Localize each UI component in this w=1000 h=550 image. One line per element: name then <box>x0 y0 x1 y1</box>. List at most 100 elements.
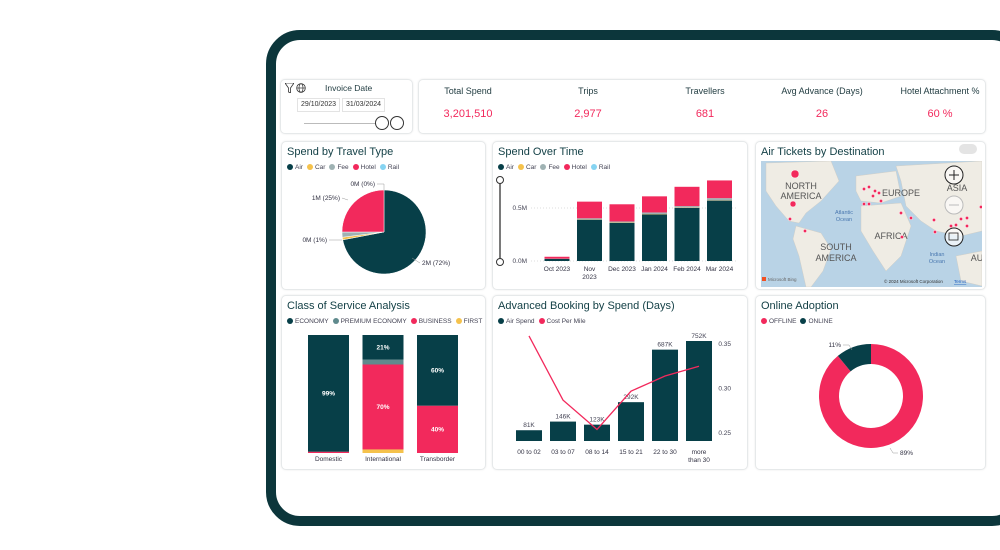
legend-item[interactable]: Cost Per Mile <box>538 318 586 325</box>
destination-marker <box>932 218 936 222</box>
bar-segment-air <box>577 219 602 261</box>
range-slider-handle <box>496 176 504 184</box>
slider-handle-start[interactable] <box>375 116 389 130</box>
online-adoption-card: Online Adoption OFFLINE ONLINE 11% 89% <box>755 295 986 470</box>
legend: OFFLINE ONLINE <box>761 318 833 325</box>
destination-marker <box>909 216 913 220</box>
destination-marker <box>788 217 792 221</box>
class-of-service-chart: 99% Domestic 21% 70% International 60% 40% Tran… <box>308 335 458 463</box>
legend-item[interactable]: ONLINE <box>800 318 833 325</box>
legend-item[interactable]: Air <box>498 164 514 171</box>
globe-icon[interactable] <box>296 83 306 93</box>
legend: Air Car Fee Hotel Rail <box>498 164 610 171</box>
legend-item[interactable]: Fee <box>540 164 560 171</box>
terms-link[interactable]: Terms <box>954 279 967 284</box>
kpi-label: Avg Advance (Days) <box>781 86 863 96</box>
slider-handle-end[interactable] <box>390 116 404 130</box>
bar-segment-fee <box>577 218 602 220</box>
x-tick-label: Feb 2024 <box>673 266 701 273</box>
legend-item[interactable]: Hotel <box>352 164 376 171</box>
legend-item[interactable]: Hotel <box>563 164 587 171</box>
card-title: Advanced Booking by Spend (Days) <box>498 300 675 312</box>
destination-marker <box>873 189 877 193</box>
x-tick-label: Domestic <box>315 456 343 463</box>
data-label: 687K <box>657 342 673 349</box>
legend-item[interactable]: FIRST <box>455 318 482 325</box>
legend-item[interactable]: Fee <box>329 164 349 171</box>
map-label: AFRICA <box>874 231 907 241</box>
kpi-value: 26 <box>815 108 829 120</box>
bar-segment-air <box>707 200 732 261</box>
destination-marker <box>959 217 963 221</box>
map-label: Indian <box>930 252 945 258</box>
data-label: 292K <box>623 394 639 401</box>
bar-segment-hotel <box>577 201 602 219</box>
legend-item[interactable]: BUSINESS <box>410 318 452 325</box>
legend-item[interactable]: Rail <box>379 164 399 171</box>
bar-segment-air <box>674 208 700 261</box>
leader-line <box>843 344 853 351</box>
legend-item[interactable]: ECONOMY <box>287 318 329 325</box>
x-tick-label: International <box>365 456 401 463</box>
data-label: 123K <box>589 417 605 424</box>
bar-segment-business <box>308 451 349 453</box>
legend-item[interactable]: Car <box>517 164 536 171</box>
bar-segment-first <box>362 449 404 453</box>
range-slider-handle <box>496 258 504 266</box>
destination-marker <box>862 202 866 206</box>
legend-item[interactable]: Air <box>287 164 303 171</box>
bar-segment-business <box>417 405 458 453</box>
land-africa <box>860 202 912 272</box>
map-label: SOUTH <box>820 242 852 252</box>
legend-item[interactable]: Car <box>306 164 325 171</box>
leader-line <box>411 257 421 264</box>
bar-segment-fee <box>609 221 635 223</box>
filter-icon[interactable] <box>285 83 294 93</box>
legend-item[interactable]: Air Spend <box>498 318 535 325</box>
legend-item[interactable]: OFFLINE <box>761 318 796 325</box>
end-date-input[interactable]: 31/03/2024 <box>342 98 386 112</box>
bar-air-spend <box>618 402 644 441</box>
bar-segment-air <box>544 258 570 261</box>
legend-item[interactable]: Rail <box>590 164 610 171</box>
map-label: AMERICA <box>815 253 856 263</box>
x-tick-label: Nov <box>584 266 596 273</box>
bar-air-spend <box>550 421 576 441</box>
kpi-label: Travellers <box>685 86 725 96</box>
bar-air-spend <box>686 341 712 441</box>
bar-air-spend <box>516 430 542 441</box>
class-of-service-card: Class of Service Analysis ECONOMY PREMIU… <box>281 295 486 470</box>
advanced-booking-card: Advanced Booking by Spend (Days) Air Spe… <box>492 295 748 470</box>
bar-air-spend <box>584 424 610 441</box>
data-label: 89% <box>900 450 913 457</box>
y-tick-label: 0.5M <box>513 205 527 212</box>
kpi-trips: Trips 2,977 <box>528 86 648 120</box>
destination-marker <box>949 224 953 228</box>
data-label: 99% <box>322 390 335 397</box>
bar-segment-economy <box>362 335 404 360</box>
bar-segment-hotel <box>609 204 635 222</box>
card-title: Online Adoption <box>761 300 839 312</box>
bar-segment-economy <box>308 335 349 452</box>
focus-toggle[interactable] <box>959 144 977 154</box>
date-slicer[interactable]: Invoice Date 29/10/2023 31/03/2024 <box>280 79 413 134</box>
pie-chart: 2M (72%) 1M (25%) 0M (1%) 0M (0%) <box>302 181 450 275</box>
destination-marker <box>867 185 871 189</box>
x-tick-label: 08 to 14 <box>585 449 609 456</box>
destination-marker <box>862 187 866 191</box>
bar-segment-hotel <box>544 256 570 259</box>
start-date-input[interactable]: 29/10/2023 <box>297 98 341 112</box>
select-area-button[interactable] <box>944 227 964 247</box>
bar-segment-business <box>362 364 404 450</box>
data-label: 70% <box>376 404 389 411</box>
x-tick-label: 2023 <box>582 274 597 281</box>
destination-marker <box>954 223 958 227</box>
destination-marker <box>803 229 807 233</box>
destination-marker <box>965 216 969 220</box>
legend-item[interactable]: PREMIUM ECONOMY <box>332 318 407 325</box>
x-tick-label: 15 to 21 <box>619 449 643 456</box>
spend-over-time-card: Spend Over Time Air Car Fee Hotel Rail 0… <box>492 141 748 290</box>
y2-tick-label: 0.25 <box>718 430 731 437</box>
card-title: Spend by Travel Type <box>287 146 394 158</box>
